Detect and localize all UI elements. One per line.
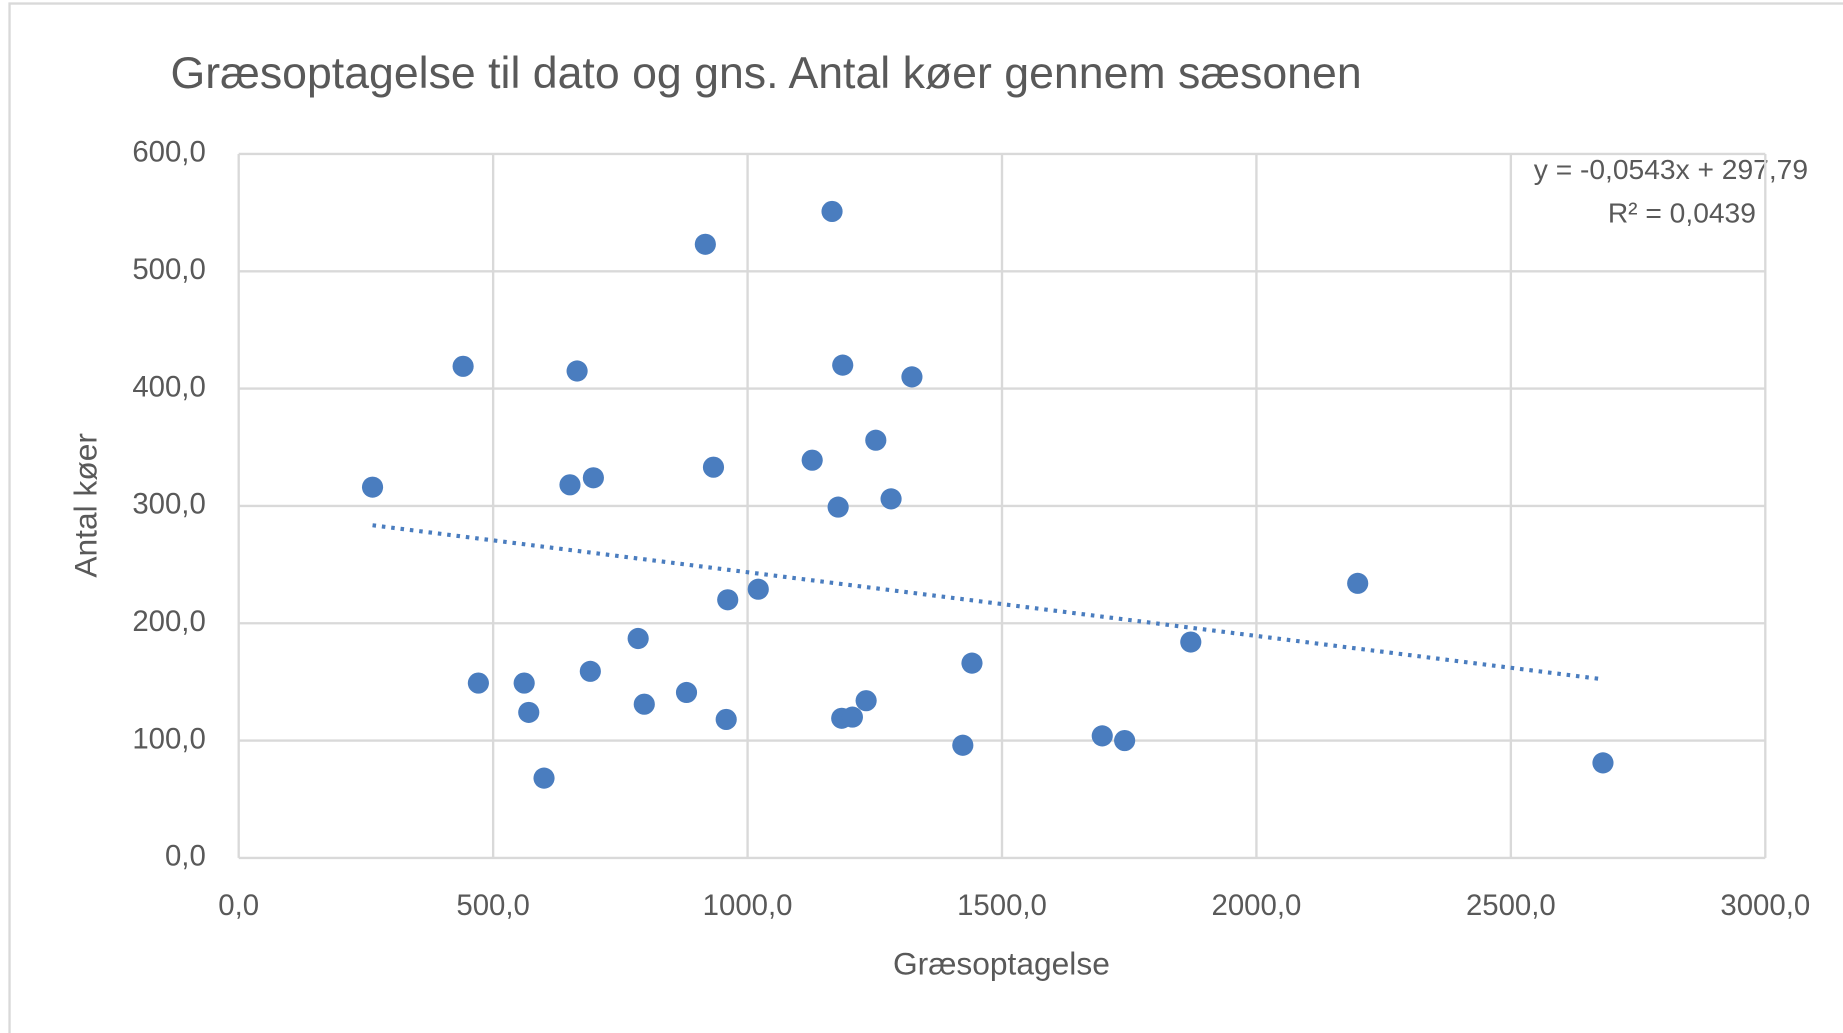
data-point — [747, 578, 769, 600]
y-tick-label: 500,0 — [132, 253, 205, 286]
data-point — [566, 360, 588, 382]
data-point — [1592, 752, 1614, 774]
data-point — [821, 200, 843, 223]
x-axis-label: Græsoptagelse — [893, 945, 1110, 981]
y-axis-label: Antal køer — [68, 433, 104, 578]
data-point — [675, 681, 698, 704]
y-tick-label: 200,0 — [132, 605, 205, 638]
data-point — [801, 449, 823, 471]
data-point — [513, 672, 535, 694]
y-tick-label: 100,0 — [132, 722, 205, 755]
data-point — [533, 767, 555, 789]
trendline-equation: y = -0,0543x + 297,79 — [1534, 153, 1808, 185]
chart-title: Græsoptagelse til dato og gns. Antal køe… — [171, 49, 1362, 98]
data-point — [952, 734, 974, 756]
data-point — [1180, 631, 1202, 653]
data-point — [855, 690, 877, 712]
y-tick-label: 600,0 — [132, 136, 205, 169]
data-point — [880, 488, 902, 510]
y-tick-label: 0,0 — [165, 840, 206, 873]
x-tick-label: 500,0 — [456, 889, 529, 922]
y-tick-label: 400,0 — [132, 370, 205, 403]
data-point — [467, 672, 489, 694]
data-point — [961, 652, 983, 674]
data-point — [559, 474, 581, 496]
x-tick-label: 2000,0 — [1212, 889, 1302, 922]
data-point — [827, 496, 849, 518]
data-point — [582, 467, 604, 489]
data-point — [841, 706, 863, 728]
data-point — [361, 476, 384, 498]
data-point — [1091, 725, 1113, 747]
x-tick-label: 2500,0 — [1466, 889, 1556, 922]
x-tick-label: 1500,0 — [957, 889, 1047, 922]
y-tick-label: 300,0 — [132, 488, 205, 521]
data-point — [717, 589, 739, 611]
data-point — [865, 429, 887, 451]
data-point — [694, 233, 716, 255]
data-point — [518, 701, 540, 723]
data-point — [452, 355, 474, 377]
data-point — [633, 693, 655, 715]
trendline-r2: R² = 0,0439 — [1608, 197, 1756, 229]
data-point — [702, 456, 725, 478]
data-point — [901, 366, 923, 388]
x-tick-label: 3000,0 — [1720, 889, 1810, 922]
data-point — [579, 660, 601, 682]
data-point — [1347, 572, 1369, 594]
x-tick-label: 1000,0 — [703, 889, 793, 922]
data-point — [1114, 729, 1136, 752]
data-point — [715, 708, 737, 731]
data-point — [627, 627, 649, 650]
data-point — [832, 354, 854, 376]
x-tick-label: 0,0 — [218, 889, 259, 922]
chart-frame — [8, 2, 1843, 1033]
